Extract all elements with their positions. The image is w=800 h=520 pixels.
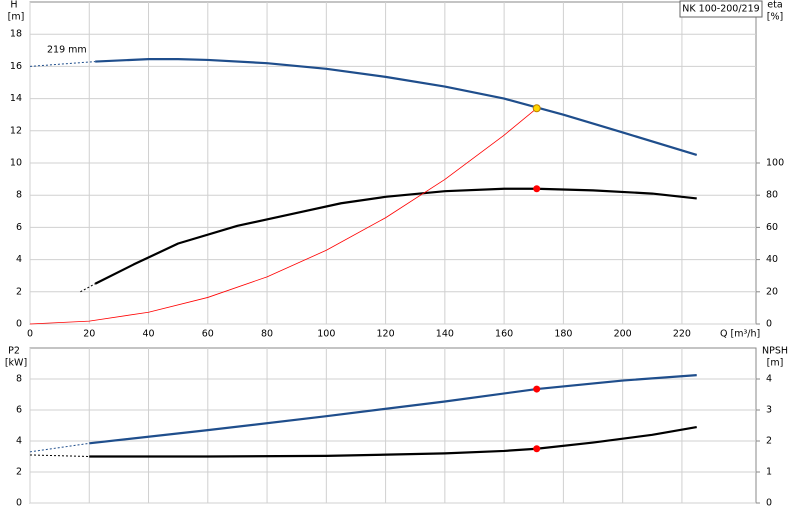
duty-point [532,104,541,113]
curve [29,442,90,453]
x-tick-label: 220 [673,329,691,340]
y2-axis-unit: [m] [767,358,784,369]
y-tick-label: 4 [16,436,22,447]
y2-tick-label: 0 [766,319,772,330]
y-tick-label: 14 [10,93,22,104]
y-axis-unit: [m] [8,12,25,23]
duty-point [533,185,541,193]
y-tick-label: 4 [16,254,22,265]
y-tick-label: 12 [10,125,22,136]
y-tick-label: 0 [16,319,22,330]
x-tick-label: 160 [495,329,513,340]
y-tick-label: 18 [10,29,22,40]
duty-point [533,445,541,453]
y2-tick-label: 60 [766,222,778,233]
y-tick-label: 2 [16,286,22,297]
curve [80,283,96,293]
x-tick-label: 200 [614,329,632,340]
title-box [679,0,763,18]
x-tick-label: 40 [142,329,154,340]
curve [94,187,697,285]
y2-axis-label: NPSH [762,346,788,357]
duty-point [533,385,541,393]
x-tick-label: 0 [27,329,33,340]
x-tick-label: 120 [377,329,395,340]
plot-area [29,347,757,504]
y-tick-label: 2 [16,467,22,478]
x-tick-label: 20 [83,329,95,340]
y2-tick-label: 1 [766,467,772,478]
curve [29,107,537,325]
y-axis-label: P2 [8,346,20,357]
y-axis-label: H [10,0,17,11]
y-tick-label: 8 [16,374,22,385]
y2-axis-label: eta [767,0,782,11]
curve [89,425,697,458]
y2-tick-label: 80 [766,190,778,201]
curve [29,454,90,457]
y-tick-label: 0 [16,498,22,509]
y2-tick-label: 2 [766,436,772,447]
y-tick-label: 6 [16,222,22,233]
x-tick-label: 140 [436,329,454,340]
curve [29,61,96,67]
y2-tick-label: 3 [766,405,772,416]
y-tick-label: 16 [10,61,22,72]
y2-tick-label: 40 [766,254,778,265]
y-tick-label: 6 [16,405,22,416]
x-tick-label: 80 [261,329,273,340]
y-tick-label: 10 [10,158,22,169]
curve [89,374,697,445]
y2-tick-label: 4 [766,374,772,385]
y-axis-unit: [kW] [5,358,27,369]
y2-tick-label: 20 [766,286,778,297]
curve [95,58,698,157]
x-tick-label: 100 [317,329,335,340]
annotation: 219 mm [47,45,87,56]
x-axis-label: Q [m³/h] [720,329,760,340]
y2-tick-label: 100 [766,158,784,169]
y2-axis-unit: [%] [767,12,783,23]
chart-title: NK 100-200/219 [682,4,759,15]
y-tick-label: 8 [16,190,22,201]
y2-tick-label: 0 [766,498,772,509]
x-tick-label: 60 [202,329,214,340]
x-tick-label: 180 [554,329,572,340]
